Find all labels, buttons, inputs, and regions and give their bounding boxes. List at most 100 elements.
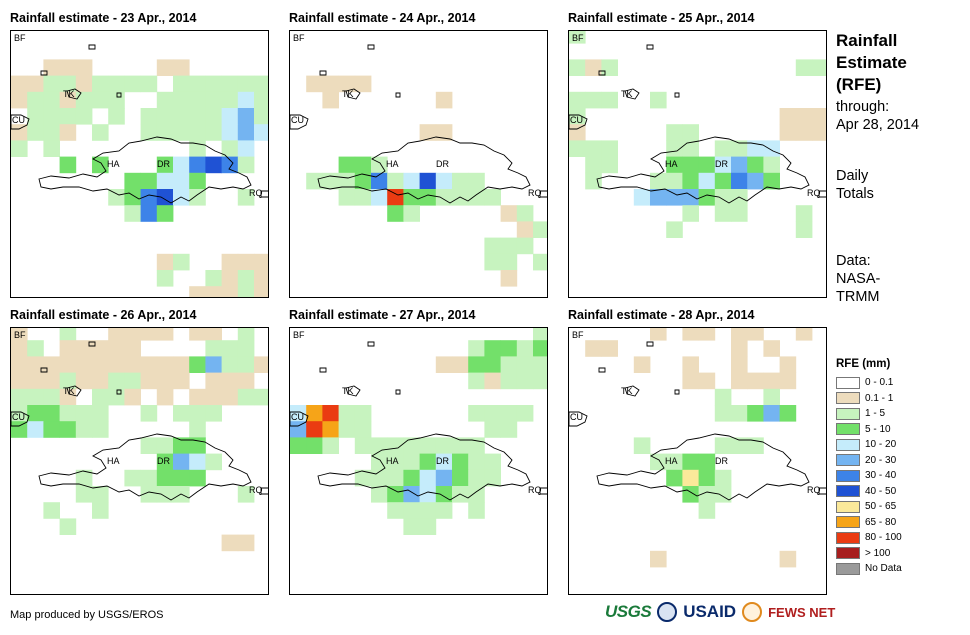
map-label-bf: BF <box>572 33 584 43</box>
coastline <box>40 70 48 76</box>
rainfall-cell <box>468 372 485 390</box>
rainfall-cell <box>779 124 797 141</box>
rainfall-cell <box>27 372 44 390</box>
rainfall-cell <box>682 486 699 503</box>
rainfall-cell <box>698 156 716 174</box>
rainfall-cell <box>205 328 222 341</box>
rainfall-cell <box>585 59 602 76</box>
rainfall-cell <box>714 469 732 487</box>
rainfall-cell <box>666 140 683 157</box>
rainfall-cell <box>601 140 618 157</box>
rainfall-cell <box>484 356 501 373</box>
rainfall-cell <box>290 437 307 454</box>
rainfall-cell <box>763 405 780 422</box>
rainfall-cell <box>387 502 404 519</box>
rainfall-cell <box>156 156 174 174</box>
rainfall-cell <box>124 340 141 357</box>
rainfall-cell <box>156 124 174 141</box>
rainfall-cell <box>403 172 420 190</box>
rainfall-cell <box>189 189 206 206</box>
rainfall-cell <box>354 469 372 487</box>
legend-label: 30 - 40 <box>865 470 897 482</box>
map-canvas: BF CU TK HA DR RQ <box>569 328 826 568</box>
rainfall-cell <box>666 453 683 471</box>
rainfall-cell <box>484 405 501 422</box>
rainfall-cell <box>75 75 93 93</box>
rainfall-cell <box>59 124 77 141</box>
map-label-rq: RQ <box>528 485 542 495</box>
rainfall-cell <box>500 205 518 222</box>
rainfall-cell <box>237 356 255 373</box>
rainfall-cell <box>338 405 356 422</box>
rainfall-cell <box>11 75 28 93</box>
panel-title-6: Rainfall estimate - 28 Apr., 2014 <box>568 308 755 322</box>
rainfall-cell <box>75 486 93 503</box>
rainfall-cell <box>43 372 60 390</box>
legend-label: 0 - 0.1 <box>865 377 894 389</box>
map-canvas: BF CU TK HA DR RQ <box>11 328 268 552</box>
legend-label: 5 - 10 <box>865 423 891 435</box>
rainfall-cell <box>221 388 239 406</box>
rainfall-cell <box>156 453 174 471</box>
legend-item: > 100 <box>836 546 902 562</box>
coastline <box>116 389 122 395</box>
rainfall-cell <box>254 108 268 125</box>
rainfall-cell <box>354 172 372 190</box>
rainfall-cell <box>516 340 534 357</box>
rainfall-cell <box>698 372 716 390</box>
rainfall-cell <box>322 91 339 109</box>
legend: RFE (mm) 0 - 0.1 0.1 - 1 1 - 5 5 - 10 10 - 2… <box>836 358 902 577</box>
rainfall-cell <box>11 124 28 141</box>
rainfall-cell <box>484 189 501 206</box>
coastline <box>66 88 82 100</box>
rainfall-cell <box>533 328 547 341</box>
rainfall-cell <box>189 356 206 373</box>
rainfall-cell <box>731 372 748 390</box>
legend-swatch <box>836 516 860 529</box>
legend-swatch <box>836 392 860 405</box>
rainfall-cell <box>43 405 60 422</box>
rainfall-cell <box>533 356 547 373</box>
rainfall-cell <box>812 59 826 76</box>
rainfall-cell <box>795 59 813 76</box>
rainfall-cell <box>468 189 485 206</box>
rainfall-cell <box>763 140 780 157</box>
rainfall-cell <box>354 75 372 93</box>
rainfall-cell <box>140 108 158 125</box>
coastline <box>596 433 810 501</box>
rainfall-cell <box>387 437 404 454</box>
rainfall-cell <box>452 453 469 471</box>
coastline <box>317 136 531 204</box>
rainfall-cell <box>124 75 141 93</box>
legend-swatch <box>836 500 860 513</box>
legend-label: 50 - 65 <box>865 501 897 513</box>
rainfall-cell <box>484 253 501 271</box>
rainfall-cell <box>205 372 222 390</box>
coastline <box>539 190 547 198</box>
rainfall-cell <box>205 286 222 297</box>
rainfall-cell <box>666 156 683 174</box>
rainfall-cell <box>92 124 109 141</box>
map-label-cu: CU <box>12 412 25 422</box>
panel-title-1: Rainfall estimate - 23 Apr., 2014 <box>10 11 197 25</box>
legend-swatch <box>836 485 860 498</box>
rainfall-cell <box>92 421 109 438</box>
rainfall-cell <box>237 156 255 174</box>
coastline <box>818 190 826 198</box>
rainfall-cell <box>237 253 255 271</box>
rainfall-cell <box>205 124 222 141</box>
rainfall-cell <box>27 421 44 438</box>
rainfall-cell <box>714 156 732 174</box>
map-label-tk: TK <box>621 89 633 99</box>
rainfall-cell <box>75 469 93 487</box>
rainfall-cell <box>108 372 125 390</box>
rainfall-cell <box>468 356 485 373</box>
rainfall-cell <box>189 453 206 471</box>
rainfall-cell <box>140 189 158 206</box>
legend-label: No Data <box>865 563 902 575</box>
rainfall-cell <box>254 91 268 109</box>
rainfall-cell <box>435 124 453 141</box>
rainfall-cell <box>403 518 420 535</box>
rainfall-cell <box>747 328 764 341</box>
rainfall-cell <box>698 189 716 206</box>
